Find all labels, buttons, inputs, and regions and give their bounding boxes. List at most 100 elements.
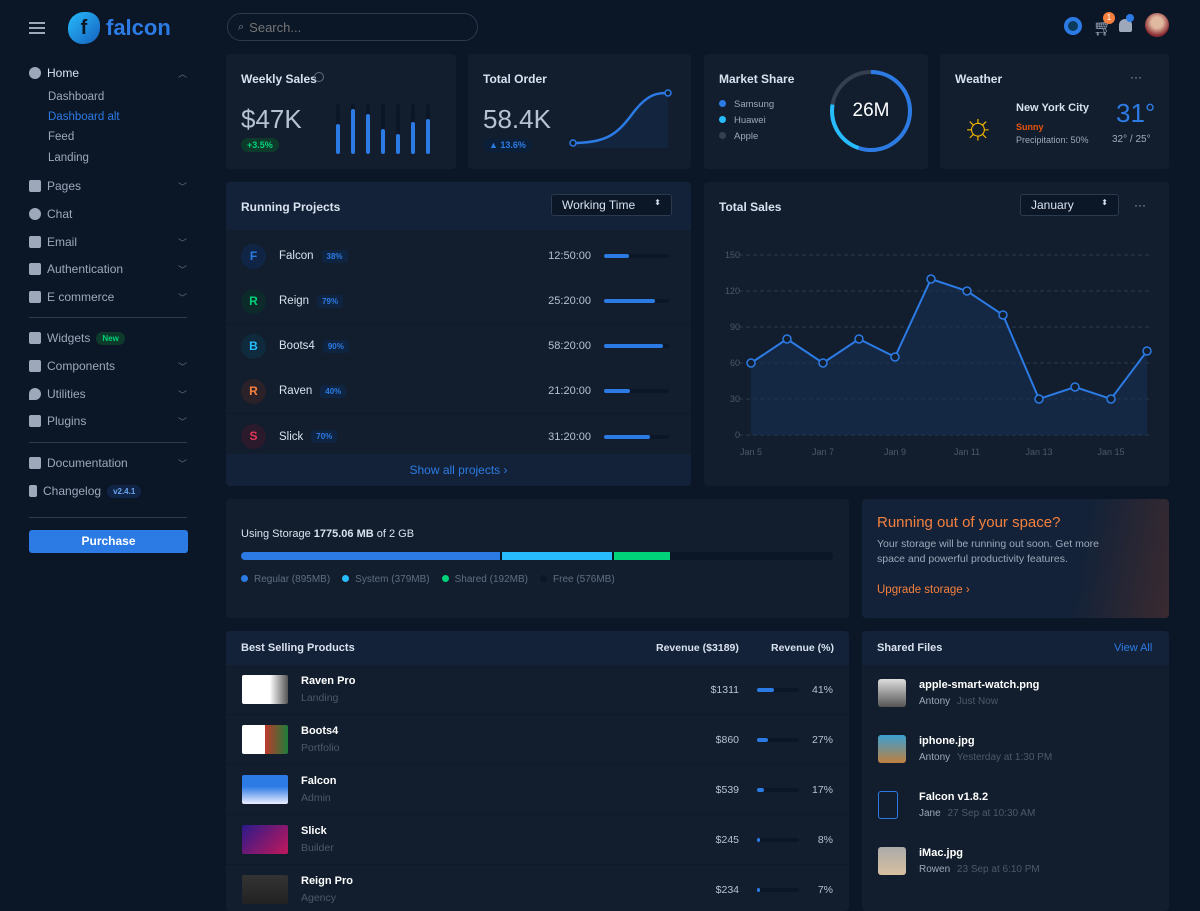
project-row[interactable]: B Boots4 90% 58:20:00 [226, 324, 691, 369]
product-row[interactable]: Raven Pro Landing $1311 41% [226, 665, 849, 715]
project-row[interactable]: R Reign 79% 25:20:00 [226, 279, 691, 324]
revenue-pct-header[interactable]: Revenue (%) [771, 642, 835, 654]
file-name[interactable]: Falcon v1.8.2 [919, 791, 989, 803]
product-name[interactable]: Raven Pro [301, 675, 356, 687]
project-progress [604, 299, 669, 303]
project-name: Boots4 [279, 340, 315, 352]
sidebar-sub-dashboard[interactable]: Dashboard [48, 91, 105, 103]
project-percent-badge: 90% [322, 339, 349, 353]
project-row[interactable]: S Slick 70% 31:20:00 [226, 414, 691, 459]
product-name[interactable]: Slick [301, 825, 327, 837]
cart-badge: 1 [1103, 12, 1115, 24]
market-share-total: 26M [852, 100, 890, 121]
weather-precipitation: Precipitation: 50% [1016, 135, 1089, 145]
upgrade-card: Running out of your space? Your storage … [862, 499, 1169, 618]
revenue-progress [757, 787, 799, 792]
weekly-sales-bars [336, 104, 430, 154]
settings-icon[interactable] [1064, 17, 1082, 35]
product-row[interactable]: Boots4 Portfolio $860 27% [226, 715, 849, 765]
view-all-link[interactable]: View All [1114, 642, 1153, 654]
market-share-card: Market Share Samsung Huawei Apple 26M [704, 54, 928, 169]
weather-range: 32° / 25° [1112, 134, 1151, 145]
product-revenue-pct: 7% [817, 883, 833, 896]
plug-icon [29, 415, 41, 427]
file-user: Antony [919, 752, 951, 763]
notification-icon[interactable] [1119, 19, 1132, 32]
card-title: Shared Files [877, 642, 943, 654]
working-time-select[interactable]: Working Time ⬍ [551, 194, 672, 216]
product-name[interactable]: Reign Pro [301, 875, 353, 887]
sidebar-sub-feed[interactable]: Feed [48, 131, 75, 143]
project-avatar: S [241, 424, 266, 449]
product-revenue: $234 [715, 883, 739, 896]
sidebar-item-home[interactable]: Home ︿ [29, 66, 187, 80]
sidebar-item-documentation[interactable]: Documentation ﹀ [29, 456, 187, 470]
revenue-header[interactable]: Revenue ($3189) [656, 642, 739, 654]
search-box[interactable]: ⌕ [227, 13, 478, 41]
product-name[interactable]: Boots4 [301, 725, 339, 737]
sidebar-item-widgets[interactable]: Widgets New [29, 331, 187, 345]
sidebar-item-changelog[interactable]: Changelog v2.4.1 [29, 484, 187, 498]
revenue-progress [757, 887, 799, 892]
file-name[interactable]: iphone.jpg [919, 735, 975, 747]
file-name[interactable]: iMac.jpg [919, 847, 964, 859]
product-revenue: $860 [715, 733, 739, 746]
fire-icon [29, 388, 41, 400]
cart-icon[interactable]: 🛒︎ [1093, 20, 1114, 37]
y-tick-label: 120 [725, 286, 740, 296]
file-name[interactable]: apple-smart-watch.png [919, 679, 1040, 691]
file-row[interactable]: iMac.jpg Rowen 23 Sep at 6:10 PM [862, 833, 1169, 889]
product-row[interactable]: Slick Builder $245 8% [226, 815, 849, 865]
product-row[interactable]: Reign Pro Agency $234 7% [226, 865, 849, 911]
y-tick-label: 30 [730, 394, 740, 404]
more-icon[interactable]: ··· [1134, 198, 1146, 212]
project-avatar: R [241, 288, 266, 314]
y-tick-label: 60 [730, 358, 740, 368]
purchase-button[interactable]: Purchase [29, 530, 188, 553]
project-progress [604, 344, 669, 348]
search-input[interactable] [249, 19, 450, 35]
project-percent-badge: 70% [311, 430, 338, 443]
envelope-icon [29, 236, 41, 248]
file-row[interactable]: iphone.jpg Antony Yesterday at 1:30 PM [862, 721, 1169, 777]
avatar[interactable] [1145, 13, 1169, 37]
weather-card: Weather ··· ☼ New York City Sunny Precip… [940, 54, 1169, 169]
project-time: 25:20:00 [548, 295, 591, 307]
sidebar-item-chat[interactable]: Chat [29, 207, 187, 221]
project-avatar: B [241, 333, 266, 359]
chevron-up-icon: ︿ [177, 68, 187, 79]
chevron-down-icon: ﹀ [177, 416, 187, 427]
file-row[interactable]: Falcon v1.8.2 Jane 27 Sep at 10:30 AM [862, 777, 1169, 833]
product-name[interactable]: Falcon [301, 775, 337, 787]
logo[interactable]: f falcon [68, 12, 171, 44]
file-user: Rowen [919, 864, 951, 875]
file-row[interactable]: apple-smart-watch.png Antony Just Now [862, 665, 1169, 721]
show-all-projects-link[interactable]: Show all projects › [409, 463, 508, 477]
revenue-progress [757, 837, 799, 842]
month-select[interactable]: January ⬍ [1020, 194, 1119, 216]
sidebar-item-ecommerce[interactable]: E commerce ﹀ [29, 290, 187, 304]
storage-segment [502, 552, 613, 560]
more-icon[interactable]: ··· [1130, 70, 1142, 84]
weather-temp: 31° [1116, 98, 1156, 128]
sidebar-sub-landing[interactable]: Landing [48, 152, 89, 164]
project-time: 58:20:00 [548, 340, 591, 352]
file-zip-icon [878, 791, 898, 819]
sidebar-item-plugins[interactable]: Plugins ﹀ [29, 414, 187, 428]
project-row[interactable]: F Falcon 38% 12:50:00 [226, 234, 691, 279]
project-row[interactable]: R Raven 40% 21:20:00 [226, 369, 691, 414]
product-row[interactable]: Falcon Admin $539 17% [226, 765, 849, 815]
weather-condition: Sunny [1016, 122, 1044, 132]
sidebar-item-email[interactable]: Email ﹀ [29, 235, 187, 249]
data-point [1070, 382, 1080, 392]
sidebar-item-authentication[interactable]: Authentication ﹀ [29, 262, 187, 276]
sidebar-item-components[interactable]: Components ﹀ [29, 359, 187, 373]
sidebar-item-utilities[interactable]: Utilities ﹀ [29, 387, 187, 401]
menu-icon[interactable] [29, 22, 45, 34]
sales-bar [381, 104, 385, 154]
sidebar-sub-dashboard-alt[interactable]: Dashboard alt [48, 111, 120, 123]
sidebar-item-pages[interactable]: Pages ﹀ [29, 179, 187, 193]
upgrade-storage-link[interactable]: Upgrade storage › [877, 584, 970, 596]
info-icon[interactable] [314, 72, 324, 82]
x-tick-label: Jan 5 [740, 447, 762, 457]
